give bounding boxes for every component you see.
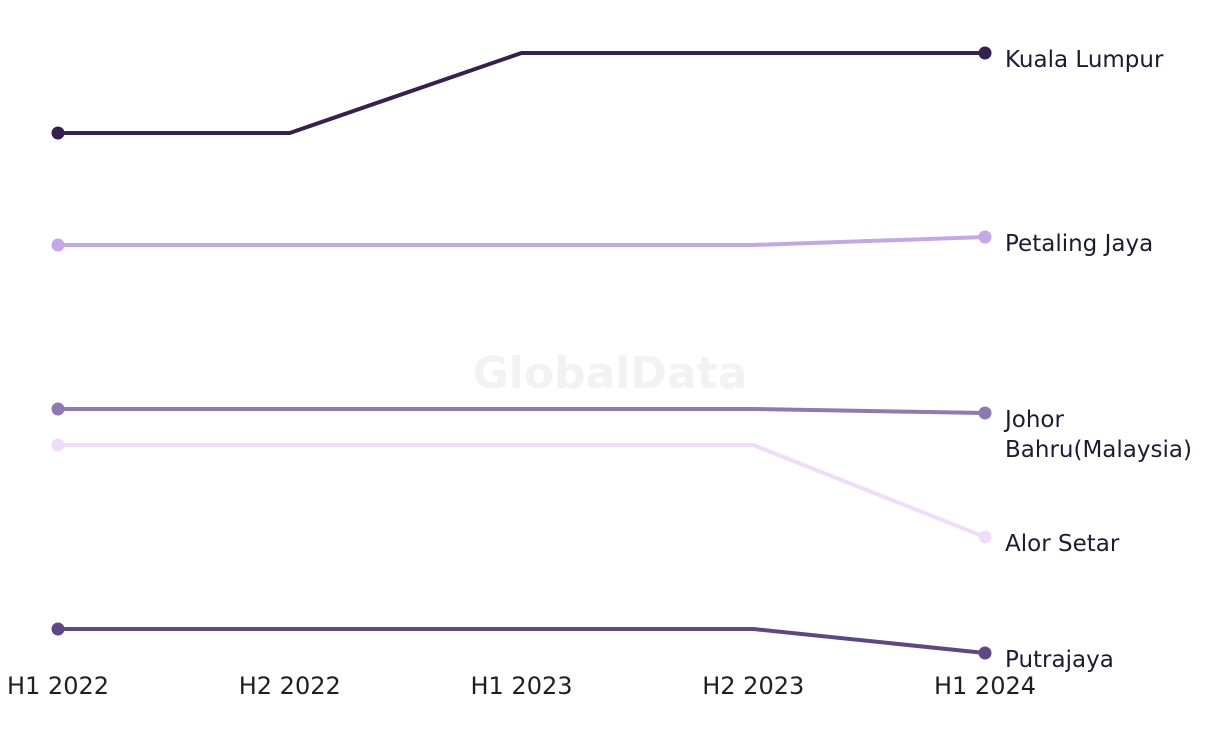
series-putrajaya (51, 622, 992, 660)
series-johor-bahru-malaysia (51, 402, 992, 420)
data-point-putrajaya-4 (978, 646, 992, 660)
series-line-putrajaya (58, 627, 986, 655)
series-label-line: Putrajaya (1005, 647, 1114, 673)
x-tick-label: H1 2024 (934, 672, 1036, 700)
series-label-putrajaya: Putrajaya (1005, 647, 1114, 673)
data-point-kuala-lumpur-4 (978, 46, 992, 60)
data-point-putrajaya-0 (51, 622, 65, 636)
data-point-petaling-jaya-4 (978, 230, 992, 244)
x-tick-label: H2 2023 (702, 672, 804, 700)
series-label-line: Johor (1003, 407, 1065, 433)
watermark: GlobalData (473, 348, 748, 399)
series-alor-setar (51, 438, 992, 544)
series-layer (51, 46, 992, 660)
series-label-line: Kuala Lumpur (1005, 47, 1164, 73)
series-petaling-jaya (51, 230, 992, 252)
series-kuala-lumpur (51, 46, 992, 140)
series-label-line: Alor Setar (1005, 531, 1120, 557)
x-tick-label: H1 2022 (7, 672, 109, 700)
x-tick-label: H2 2022 (239, 672, 341, 700)
series-label-line: Bahru(Malaysia) (1005, 437, 1192, 463)
series-label-layer: Kuala Lumpur Petaling Jaya Johor Bahru(Mala… (1003, 47, 1192, 673)
data-point-petaling-jaya-0 (51, 238, 65, 252)
series-label-johor-bahru-malaysia: Johor Bahru(Malaysia) (1003, 407, 1192, 463)
series-label-line: Petaling Jaya (1005, 231, 1153, 257)
series-label-alor-setar: Alor Setar (1005, 531, 1120, 557)
series-line-petaling-jaya (58, 235, 986, 247)
series-label-petaling-jaya: Petaling Jaya (1005, 231, 1153, 257)
series-line-johor-bahru-malaysia (58, 407, 986, 415)
series-line-alor-setar (58, 443, 986, 539)
series-line-kuala-lumpur (58, 51, 985, 135)
data-point-alor-setar-0 (51, 438, 65, 452)
data-point-kuala-lumpur-0 (51, 126, 65, 140)
data-point-alor-setar-4 (978, 530, 992, 544)
x-tick-label: H1 2023 (470, 672, 572, 700)
x-axis: H1 2022 H2 2022 H1 2023 H2 2023 H1 2024 (7, 672, 1036, 700)
data-point-johor-bahru-malaysia-0 (51, 402, 65, 416)
series-label-kuala-lumpur: Kuala Lumpur (1005, 47, 1164, 73)
data-point-johor-bahru-malaysia-4 (978, 406, 992, 420)
